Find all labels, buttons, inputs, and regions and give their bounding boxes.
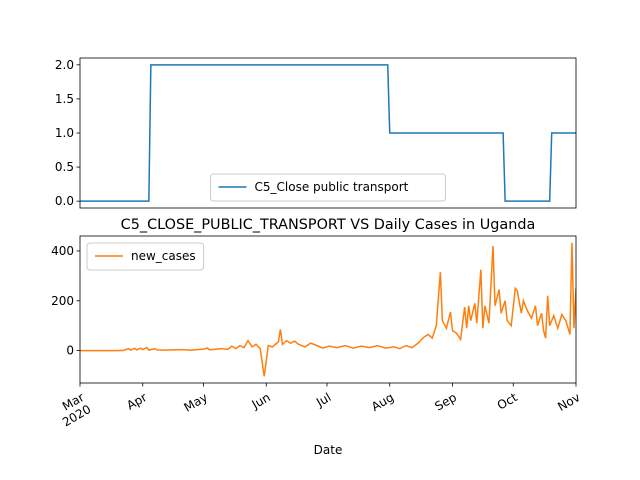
data-line [80, 242, 576, 377]
legend-label: C5_Close public transport [255, 180, 409, 194]
y-tick-label: 1.5 [55, 92, 74, 106]
x-tick-label: Sep [432, 390, 459, 413]
data-line [80, 64, 576, 202]
y-tick-label: 400 [51, 244, 74, 258]
legend-box [210, 173, 446, 202]
y-tick-label: 0 [66, 344, 74, 358]
axes-frame [79, 57, 577, 209]
x-tick-label: Apr [124, 390, 149, 413]
legend-label: new_cases [131, 249, 196, 263]
x-tick-label: Jul [313, 390, 333, 410]
y-tick-label: 2.0 [55, 58, 74, 72]
legend-box [86, 242, 205, 271]
x-tick-label: May [182, 390, 210, 415]
chart-title: C5_CLOSE_PUBLIC_TRANSPORT VS Daily Cases… [121, 217, 536, 233]
y-tick-label: 200 [51, 294, 74, 308]
x-tick-label: Mar2020 [53, 390, 93, 429]
x-tick-label: Nov [555, 390, 582, 414]
y-tick-label: 0.5 [55, 160, 74, 174]
y-tick-label: 1.0 [55, 126, 74, 140]
x-tick-label: Jun [249, 390, 273, 412]
y-tick-label: 0.0 [55, 194, 74, 208]
x-axis-label: Date [314, 443, 343, 457]
axes-frame [79, 235, 577, 384]
x-tick-label: Aug [369, 390, 396, 414]
x-tick-label: Oct [495, 390, 520, 413]
